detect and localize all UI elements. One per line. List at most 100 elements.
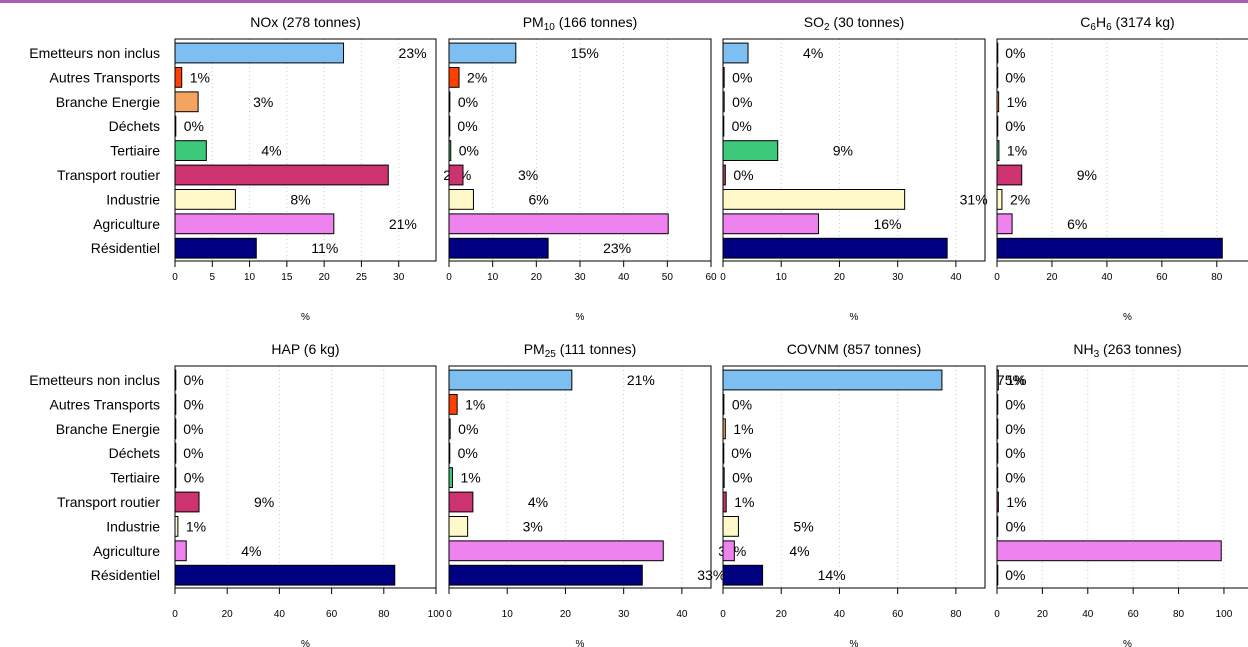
- x-axis: 0 20 40 60 80: [720, 587, 962, 620]
- tick-label: 10: [487, 272, 499, 283]
- bar: [174, 91, 199, 113]
- category-label: Tertiaire: [110, 470, 160, 486]
- value-label: 0%: [184, 372, 204, 388]
- category-label: Branche Energie: [56, 94, 161, 110]
- value-label: 3%: [518, 167, 538, 183]
- tick-label: 30: [618, 609, 630, 620]
- panel-title: COVNM (857 tonnes): [787, 341, 922, 357]
- x-axis: 0 10 20 30 40 50 60: [446, 260, 717, 283]
- tick-label: 80: [950, 609, 962, 620]
- bar: [174, 140, 207, 161]
- tick-label: 10: [244, 272, 256, 283]
- category-label: Emetteurs non inclus: [29, 45, 160, 61]
- bar: [722, 42, 749, 64]
- value-label: 4%: [261, 143, 281, 159]
- panel-1: NOx (278 tonnes)23%1%3%0%4%29%8%21%11%05…: [172, 14, 471, 323]
- category-label: Transport routier: [57, 167, 160, 183]
- tick-label: 40: [618, 272, 630, 283]
- bar: [722, 564, 764, 586]
- value-label: 75%: [997, 372, 1025, 388]
- value-label: 2%: [1010, 191, 1030, 207]
- bar: [174, 540, 187, 562]
- x-axis-label: %: [850, 312, 859, 323]
- panel-title: HAP (6 kg): [271, 341, 339, 357]
- bar: [448, 540, 664, 562]
- tick-label: 20: [834, 272, 846, 283]
- value-label: 1%: [190, 69, 210, 85]
- category-label: Autres Transports: [50, 69, 161, 85]
- bar: [174, 164, 389, 186]
- tick-label: 80: [378, 609, 390, 620]
- value-label: 5%: [793, 518, 813, 534]
- value-label: 0%: [1005, 421, 1025, 437]
- tick-label: 60: [705, 272, 717, 283]
- bar: [722, 237, 948, 259]
- panel-title: C6H6 (3174 kg): [1080, 14, 1174, 33]
- value-label: 0%: [732, 69, 752, 85]
- value-label: 16%: [873, 216, 901, 232]
- bar: [722, 140, 779, 161]
- bar: [174, 42, 345, 64]
- tick-label: 20: [560, 609, 572, 620]
- panel-7: COVNM (857 tonnes) 75% 0% 1% 0% 0% 1% 5% 4% 14% 0 2…: [720, 341, 1025, 647]
- tick-label: 40: [1082, 609, 1094, 620]
- value-label: 4%: [789, 543, 809, 559]
- category-label: Tertiaire: [110, 143, 160, 159]
- bar: [996, 164, 1023, 186]
- value-label: 0%: [184, 396, 204, 412]
- bar: [448, 189, 474, 210]
- value-label: 0%: [1005, 118, 1025, 134]
- tick-label: 30: [892, 272, 904, 283]
- value-label: 1%: [1007, 94, 1027, 110]
- panel-4: C6H6 (3174 kg)0%0%1%0%1%9%2%6%82%0204060…: [994, 14, 1248, 323]
- tick-label: 0: [720, 272, 726, 283]
- value-label: 4%: [803, 45, 823, 61]
- panel-title: PM25 (111 tonnes): [524, 341, 637, 360]
- value-label: 6%: [1067, 216, 1087, 232]
- value-label: 6%: [528, 191, 548, 207]
- tick-label: 0: [446, 272, 452, 283]
- x-axis-label: %: [1123, 312, 1132, 323]
- tick-label: 0: [720, 609, 726, 620]
- bar: [722, 189, 906, 210]
- bar: [448, 369, 573, 391]
- value-label: 0%: [1005, 45, 1025, 61]
- tick-label: 20: [776, 609, 788, 620]
- bar: [174, 189, 236, 210]
- tick-label: 30: [574, 272, 586, 283]
- tick-label: 60: [892, 609, 904, 620]
- value-label: 21%: [627, 372, 655, 388]
- tick-label: 40: [676, 609, 688, 620]
- tick-label: 10: [776, 272, 788, 283]
- x-axis-label: %: [576, 639, 585, 647]
- plot-frame: [996, 38, 1248, 262]
- value-label: 9%: [254, 494, 274, 510]
- tick-label: 40: [1101, 272, 1113, 283]
- bar: [448, 42, 517, 64]
- tick-label: 30: [393, 272, 405, 283]
- bar: [722, 369, 943, 391]
- bar: [996, 540, 1222, 562]
- bar: [448, 467, 453, 489]
- panel-2: PM10 (166 tonnes) 15% 2% 0% 0% 0% 3% 6% 50% 23% 0 1…: [446, 14, 751, 323]
- value-label: 1%: [1006, 494, 1026, 510]
- tick-label: 100: [428, 609, 445, 620]
- value-label: 0%: [732, 470, 752, 486]
- category-label: Résidentiel: [91, 240, 160, 256]
- tick-label: 0: [446, 609, 452, 620]
- panel-title: SO2 (30 tonnes): [804, 14, 905, 33]
- tick-label: 20: [222, 609, 234, 620]
- bar: [448, 516, 469, 537]
- value-label: 0%: [1005, 567, 1025, 583]
- tick-label: 0: [994, 272, 1000, 283]
- value-label: 2%: [467, 69, 487, 85]
- bar: [174, 237, 257, 259]
- category-labels: Emetteurs non inclus Autres Transports Bra…: [29, 372, 160, 583]
- category-label: Résidentiel: [91, 567, 160, 583]
- value-label: 0%: [1005, 470, 1025, 486]
- tick-label: 20: [1037, 609, 1049, 620]
- value-label: 1%: [465, 396, 485, 412]
- tick-label: 40: [274, 609, 286, 620]
- value-label: 0%: [1005, 69, 1025, 85]
- category-label: Industrie: [106, 518, 160, 534]
